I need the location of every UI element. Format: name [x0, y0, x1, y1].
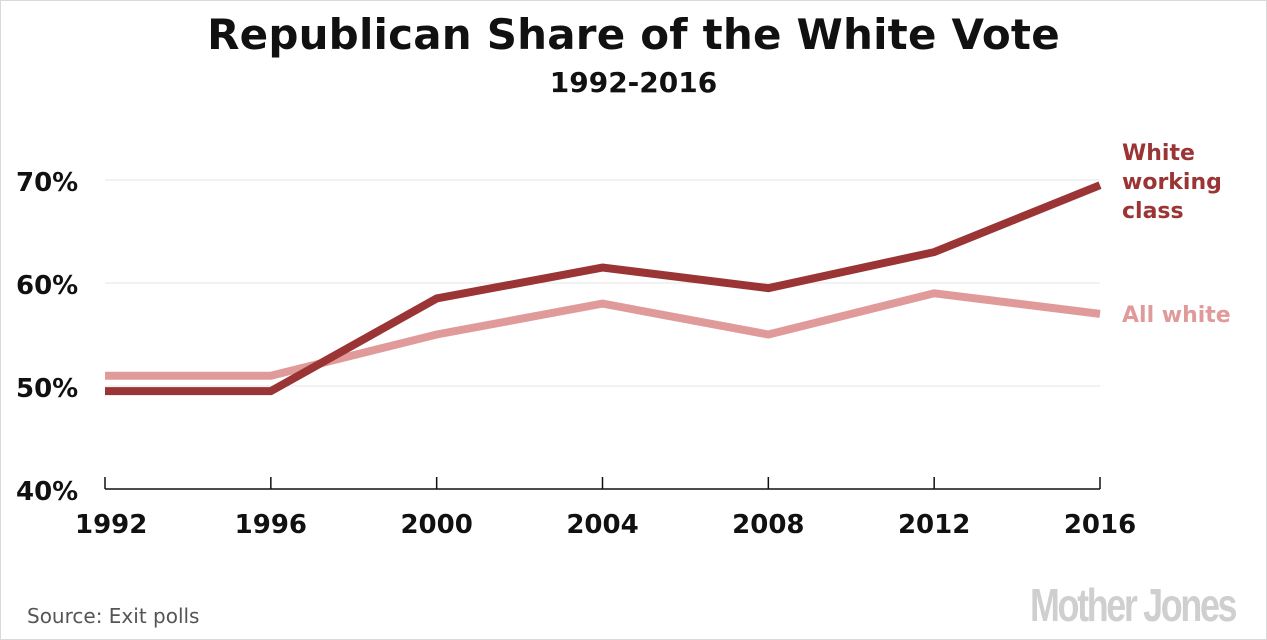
chart-title: Republican Share of the White Vote	[207, 10, 1060, 59]
mother-jones-logo: Mother Jones	[1030, 579, 1238, 631]
y-tick-label: 50%	[16, 374, 78, 404]
x-tick-label: 2012	[898, 510, 970, 540]
series-line-white-working-class	[105, 181, 1102, 396]
y-axis-labels: 40% 50% 60% 70%	[16, 168, 78, 507]
grid-lines	[105, 179, 1100, 387]
chart-subtitle: 1992-2016	[549, 66, 718, 99]
x-tick-label: 2016	[1064, 510, 1136, 540]
series-label-white-working-class: White	[1122, 141, 1195, 166]
x-axis: 1992 1996 2000 2004 2008 2012 2016	[75, 477, 1136, 540]
source-note: Source: Exit polls	[27, 604, 200, 628]
series-label-white-working-class: working	[1122, 170, 1222, 195]
series-labels: White working class All white	[1122, 141, 1231, 328]
x-tick-label: 1992	[75, 510, 147, 540]
x-tick-label: 2004	[566, 510, 638, 540]
y-tick-label: 40%	[16, 477, 78, 507]
series-lines	[105, 181, 1102, 396]
y-tick-label: 70%	[16, 168, 78, 198]
series-label-all-white: All white	[1122, 303, 1231, 328]
x-tick-label: 2008	[732, 510, 804, 540]
x-tick-label: 2000	[400, 510, 472, 540]
series-line-all-white	[105, 289, 1101, 380]
series-label-white-working-class: class	[1122, 199, 1184, 224]
x-tick-label: 1996	[235, 510, 307, 540]
y-tick-label: 60%	[16, 271, 78, 301]
